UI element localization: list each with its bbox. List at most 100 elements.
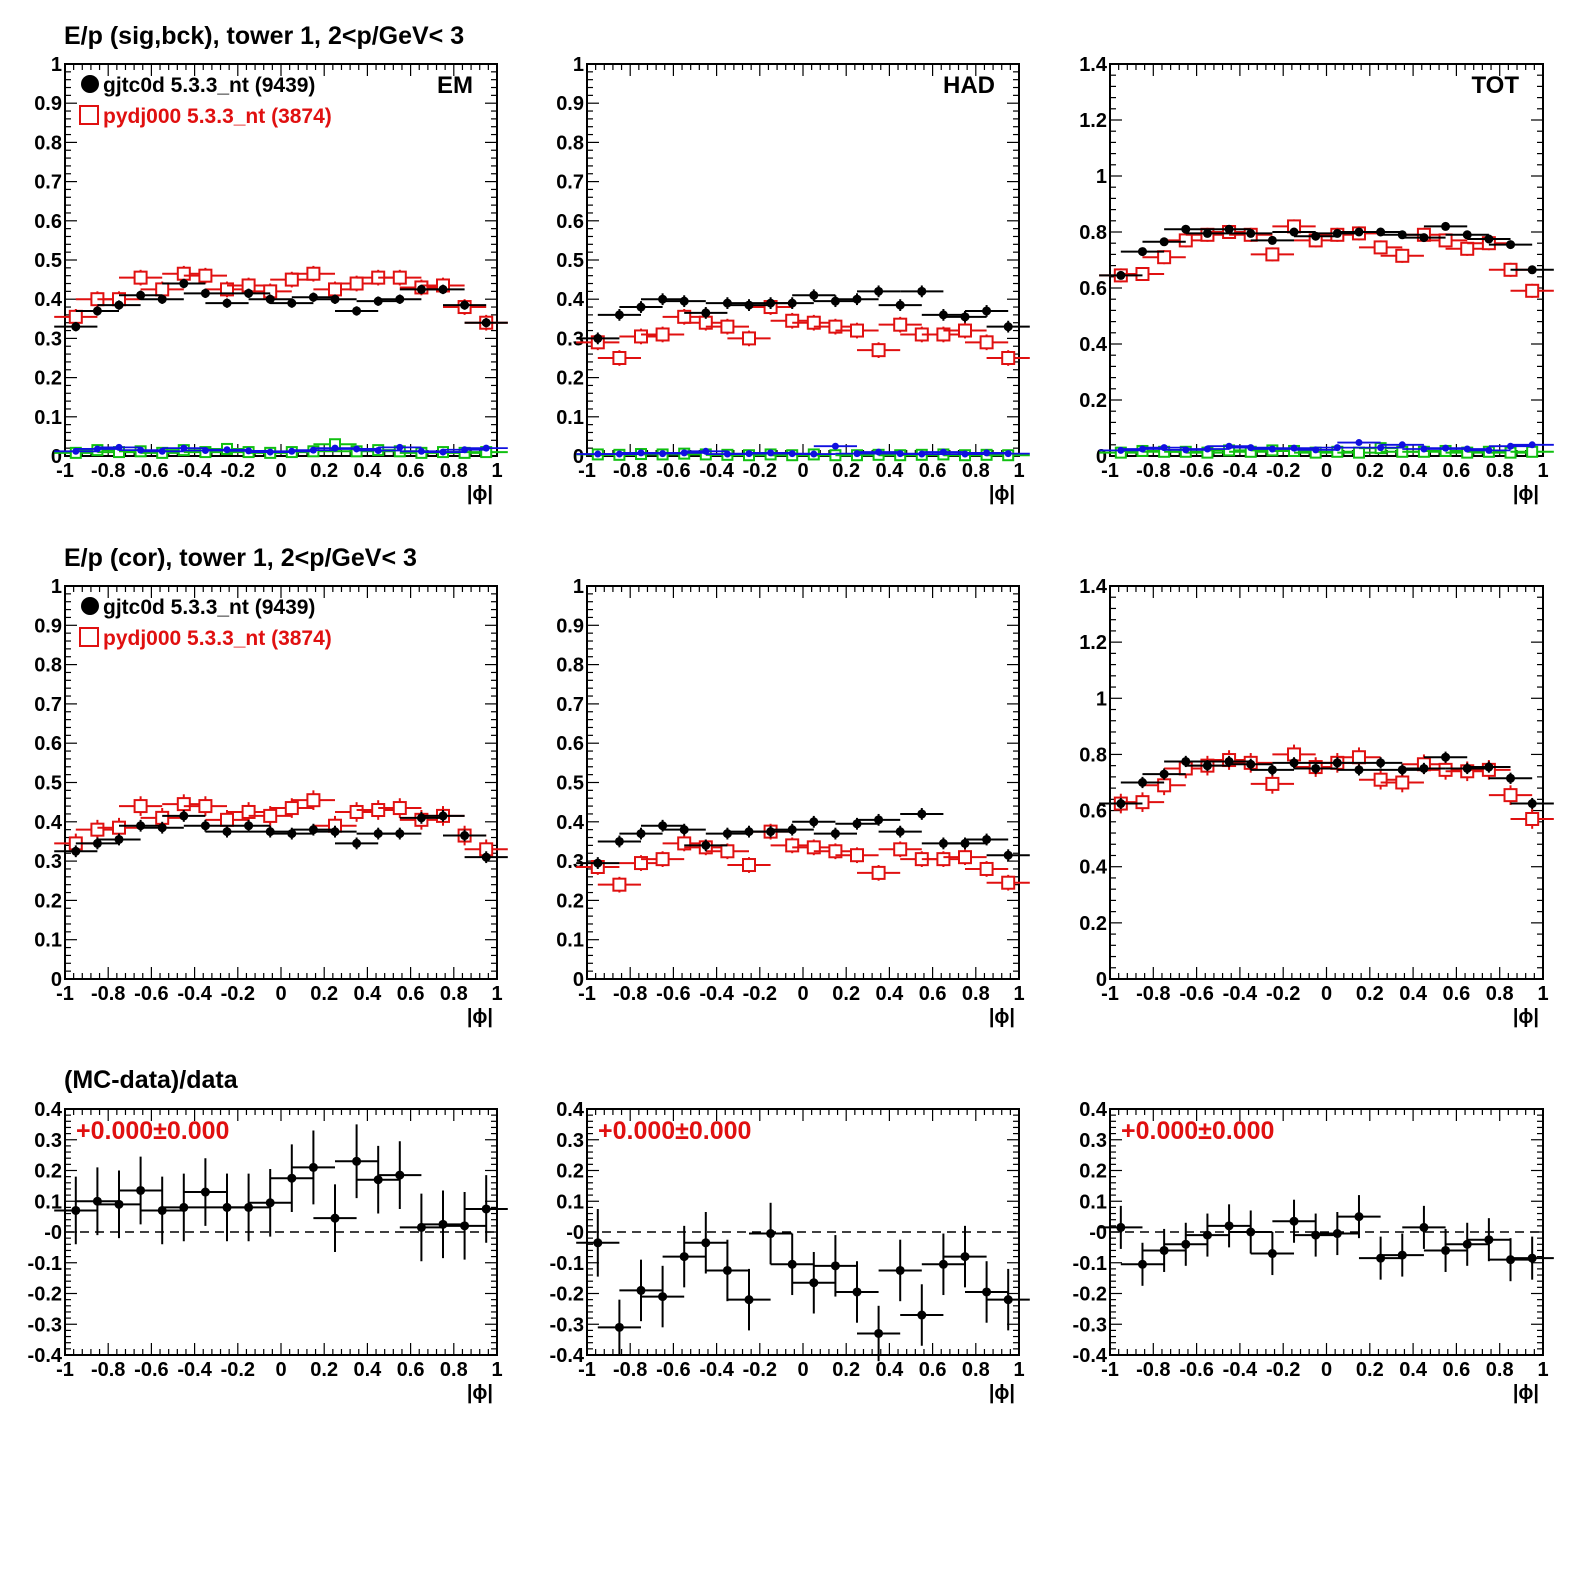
x-tick-label: -0.8 [91, 1359, 125, 1381]
data-point-data [1484, 1235, 1494, 1245]
data-point-data [1332, 228, 1342, 238]
data-point-data [593, 1238, 603, 1248]
y-tick-label: -0.3 [1073, 1314, 1107, 1336]
x-tick-label: -0.2 [743, 1359, 777, 1381]
data-point-bck_data [223, 446, 231, 454]
data-point-mc [1373, 772, 1388, 787]
data-point-data [787, 1259, 797, 1269]
data-point-data [1116, 799, 1126, 809]
y-tick-label: 0.4 [34, 812, 63, 834]
x-tick-label: 0.2 [832, 460, 860, 482]
x-tick-label: 0.8 [1486, 983, 1514, 1005]
data-point-mc [198, 799, 213, 814]
data-point-data [701, 308, 711, 318]
data-point-data [1289, 758, 1299, 768]
panel-ratio-had: -1 -0.8 -0.6 -0.4 -0.2 0 0.2 0.4 0.6 0.8 1|ϕ|-0.4-… [550, 1099, 1030, 1404]
y-tick-label: 0.6 [556, 211, 584, 233]
x-tick-label: 0.2 [1356, 460, 1384, 482]
data-point-data [614, 836, 624, 846]
x-tick-label: -0.6 [656, 460, 690, 482]
y-tick-label: 0.3 [34, 851, 62, 873]
data-point-data [373, 296, 383, 306]
data-point-data [1397, 1250, 1407, 1260]
x-tick-label: -0.4 [699, 460, 734, 482]
data-point-data [1527, 1253, 1537, 1263]
data-point-data [1419, 1222, 1429, 1232]
data-point-bck_data [1247, 444, 1255, 452]
data-point-data [71, 1205, 81, 1215]
series-mc [54, 265, 508, 331]
data-point-data [787, 298, 797, 308]
data-point-data [982, 834, 992, 844]
x-axis-label: |ϕ| [989, 483, 1015, 505]
y-tick-label: 0 [51, 446, 62, 468]
x-tick-label: -0.8 [1136, 460, 1170, 482]
legend-marker-data [81, 75, 99, 93]
data-point-data [917, 1310, 927, 1320]
data-point-data [722, 829, 732, 839]
data-point-bck_data [137, 446, 145, 454]
data-point-bck_data [1203, 445, 1211, 453]
x-tick-label: 0.4 [875, 983, 904, 1005]
x-tick-label: 1 [491, 1359, 502, 1381]
row-title-cor: E/p (cor), tower 1, 2<p/GeV< 3 [64, 544, 417, 572]
y-tick-label: 0.3 [556, 1130, 584, 1152]
x-tick-label: 0.6 [919, 460, 947, 482]
data-point-mc [871, 343, 886, 358]
x-axis-label: |ϕ| [1513, 1382, 1539, 1404]
data-point-mc [979, 861, 994, 876]
x-tick-label: 0.4 [353, 1359, 382, 1381]
data-point-data [1441, 752, 1451, 762]
x-axis-label: |ϕ| [467, 483, 493, 505]
data-point-data [852, 1287, 862, 1297]
data-point-mc [306, 266, 321, 281]
data-point-data [809, 817, 819, 827]
data-point-bck_data [1225, 442, 1233, 450]
data-point-data [265, 294, 275, 304]
y-tick-label: -0 [1089, 1222, 1107, 1244]
data-point-bck_data [1004, 450, 1012, 458]
data-point-data [287, 1173, 297, 1183]
x-tick-label: 1 [1537, 1359, 1548, 1381]
data-point-mc [176, 266, 191, 281]
y-tick-label: 0.8 [34, 132, 62, 154]
data-point-data [200, 821, 210, 831]
y-tick-label: 0.9 [34, 93, 62, 115]
data-point-data [1246, 228, 1256, 238]
panels-group: -1 -0.8 -0.6 -0.4 -0.2 0 0.2 0.4 0.6 0.8 1|ϕ|00.10… [28, 54, 1554, 1404]
data-point-data [960, 312, 970, 322]
data-point-data [1267, 235, 1277, 245]
data-point-data [830, 1261, 840, 1271]
data-point-mc [1525, 283, 1540, 298]
data-point-data [92, 306, 102, 316]
data-point-bck_data [396, 443, 404, 451]
x-tick-label: 0.2 [310, 983, 338, 1005]
x-tick-label: 0 [275, 983, 286, 1005]
x-tick-label: -1 [1101, 1359, 1119, 1381]
x-tick-label: -0.8 [1136, 1359, 1170, 1381]
y-tick-label: 0.7 [556, 172, 584, 194]
data-point-bck_data [1485, 446, 1493, 454]
data-point-data [830, 829, 840, 839]
data-point-mc [68, 309, 83, 324]
data-point-mc [1157, 250, 1172, 265]
y-tick-label: 1 [1096, 166, 1107, 188]
data-point-data [460, 831, 470, 841]
data-point-mc [133, 799, 148, 814]
x-tick-label: 0.8 [962, 1359, 990, 1381]
y-tick-label: 0.3 [34, 1130, 62, 1152]
x-axis-label: |ϕ| [989, 1382, 1015, 1404]
x-tick-label: 0.6 [919, 1359, 947, 1381]
x-tick-label: 0.4 [353, 460, 382, 482]
data-point-bck_data [245, 447, 253, 455]
data-point-data [679, 825, 689, 835]
data-point-data [722, 298, 732, 308]
data-point-mc [1395, 248, 1410, 263]
data-point-data [92, 838, 102, 848]
data-point-mc [1395, 775, 1410, 790]
y-tick-label: 0.2 [556, 890, 584, 912]
data-point-data [460, 1221, 470, 1231]
y-tick-label: -0.1 [28, 1253, 62, 1275]
x-axis-label: |ϕ| [1513, 483, 1539, 505]
legend-marker-data [81, 597, 99, 615]
